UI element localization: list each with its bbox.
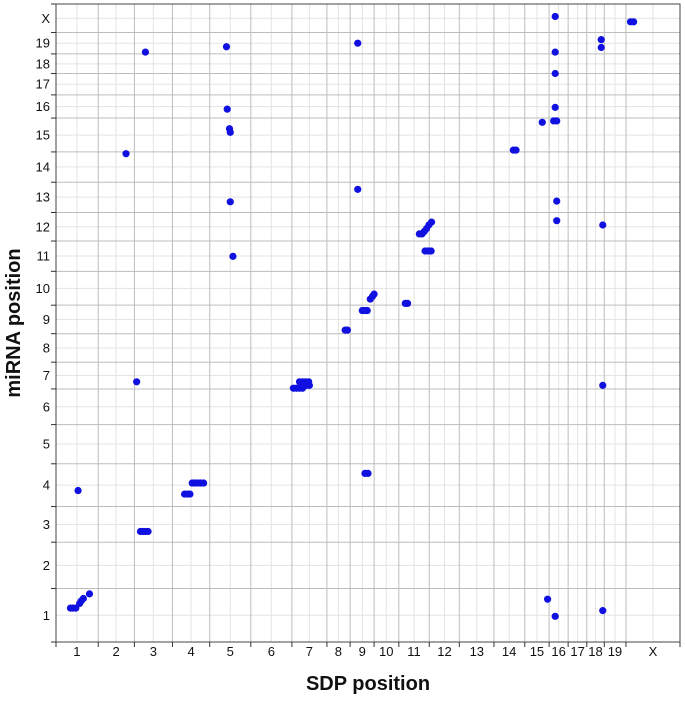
data-points <box>66 12 638 620</box>
data-point <box>186 490 194 498</box>
data-point <box>427 247 435 255</box>
x-tick-label: 14 <box>502 644 516 659</box>
x-tick-label: X <box>649 644 658 659</box>
data-point <box>354 39 362 47</box>
grid-lines <box>56 4 680 642</box>
x-tick-label: 16 <box>551 644 565 659</box>
x-tick-label: 17 <box>570 644 584 659</box>
data-point <box>597 36 605 44</box>
y-axis-title: miRNA position <box>3 248 25 397</box>
y-tick-label: 8 <box>43 340 50 355</box>
y-tick-label: 18 <box>36 56 50 71</box>
data-point <box>553 117 561 125</box>
x-tick-label: 18 <box>588 644 602 659</box>
x-tick-label: 7 <box>306 644 313 659</box>
data-point <box>141 48 150 56</box>
data-point <box>629 18 638 26</box>
x-tick-label: 12 <box>437 644 451 659</box>
data-point <box>79 594 87 603</box>
x-tick-label: 6 <box>268 644 275 659</box>
data-point <box>599 607 607 615</box>
chromosome-boundaries <box>56 4 680 642</box>
x-tick-label: 19 <box>608 644 622 659</box>
data-point <box>551 612 559 620</box>
y-tick-label: 1 <box>43 608 50 623</box>
y-tick-label: 2 <box>43 558 50 573</box>
y-tick-label: 19 <box>36 36 50 51</box>
y-tick-label: 5 <box>43 437 50 452</box>
y-tick-label: X <box>41 11 50 26</box>
data-point <box>343 326 352 334</box>
data-point <box>229 252 237 260</box>
y-tick-label: 14 <box>36 159 50 174</box>
x-tick-label: 13 <box>470 644 484 659</box>
x-axis-title: SDP position <box>306 673 430 695</box>
y-tick-label: 4 <box>43 478 50 493</box>
y-tick-label: 11 <box>37 248 51 263</box>
data-point <box>553 217 561 225</box>
data-point <box>200 479 208 487</box>
x-tick-label: 2 <box>112 644 119 659</box>
data-point <box>597 43 605 52</box>
x-tick-label: 11 <box>407 644 421 659</box>
data-point <box>427 218 436 226</box>
y-tick-label: 6 <box>43 399 50 414</box>
x-tick-label: 10 <box>379 644 393 659</box>
x-tick-label: 5 <box>227 644 234 659</box>
y-tick-label: 17 <box>36 77 50 92</box>
y-tick-label: 12 <box>36 219 50 234</box>
data-point <box>364 469 372 478</box>
data-point <box>553 197 561 205</box>
data-point <box>144 527 152 536</box>
data-point <box>354 185 362 193</box>
data-point <box>599 381 607 389</box>
x-tick-label: 9 <box>359 644 366 659</box>
data-point <box>363 306 371 315</box>
data-point <box>551 103 559 111</box>
x-tick-label: 4 <box>187 644 194 659</box>
y-tick-label: 3 <box>43 517 50 532</box>
y-tick-label: 9 <box>43 312 50 327</box>
data-point <box>223 105 231 113</box>
y-tick-label: 16 <box>36 99 50 114</box>
plot-background <box>56 4 680 642</box>
x-tick-label: 8 <box>335 644 342 659</box>
y-tick-label: 15 <box>36 128 50 143</box>
data-point <box>74 486 82 495</box>
data-point <box>551 12 559 21</box>
data-point <box>122 150 130 158</box>
plot-frame <box>55 3 681 643</box>
data-point <box>222 43 231 51</box>
data-point <box>226 198 234 206</box>
data-point <box>133 378 141 386</box>
data-point <box>538 118 546 126</box>
data-point <box>85 590 94 598</box>
data-point <box>512 146 520 154</box>
data-point <box>370 290 378 298</box>
x-axis-ticks: 1 2 3 4 5 6 7 8 9 10 11 12 13 14 15 16 17 18 19 X <box>55 642 681 659</box>
x-tick-label: 3 <box>150 644 157 659</box>
x-tick-label: 15 <box>530 644 544 659</box>
data-point <box>226 128 234 136</box>
data-point <box>305 378 313 386</box>
data-point <box>551 48 559 56</box>
x-tick-label: 1 <box>73 644 80 659</box>
y-tick-label: 7 <box>43 368 50 383</box>
y-tick-label: 10 <box>36 281 50 296</box>
data-point <box>403 299 412 307</box>
data-point <box>543 595 552 603</box>
data-point <box>599 221 607 229</box>
y-tick-label: 13 <box>36 190 50 205</box>
data-point <box>551 69 559 78</box>
